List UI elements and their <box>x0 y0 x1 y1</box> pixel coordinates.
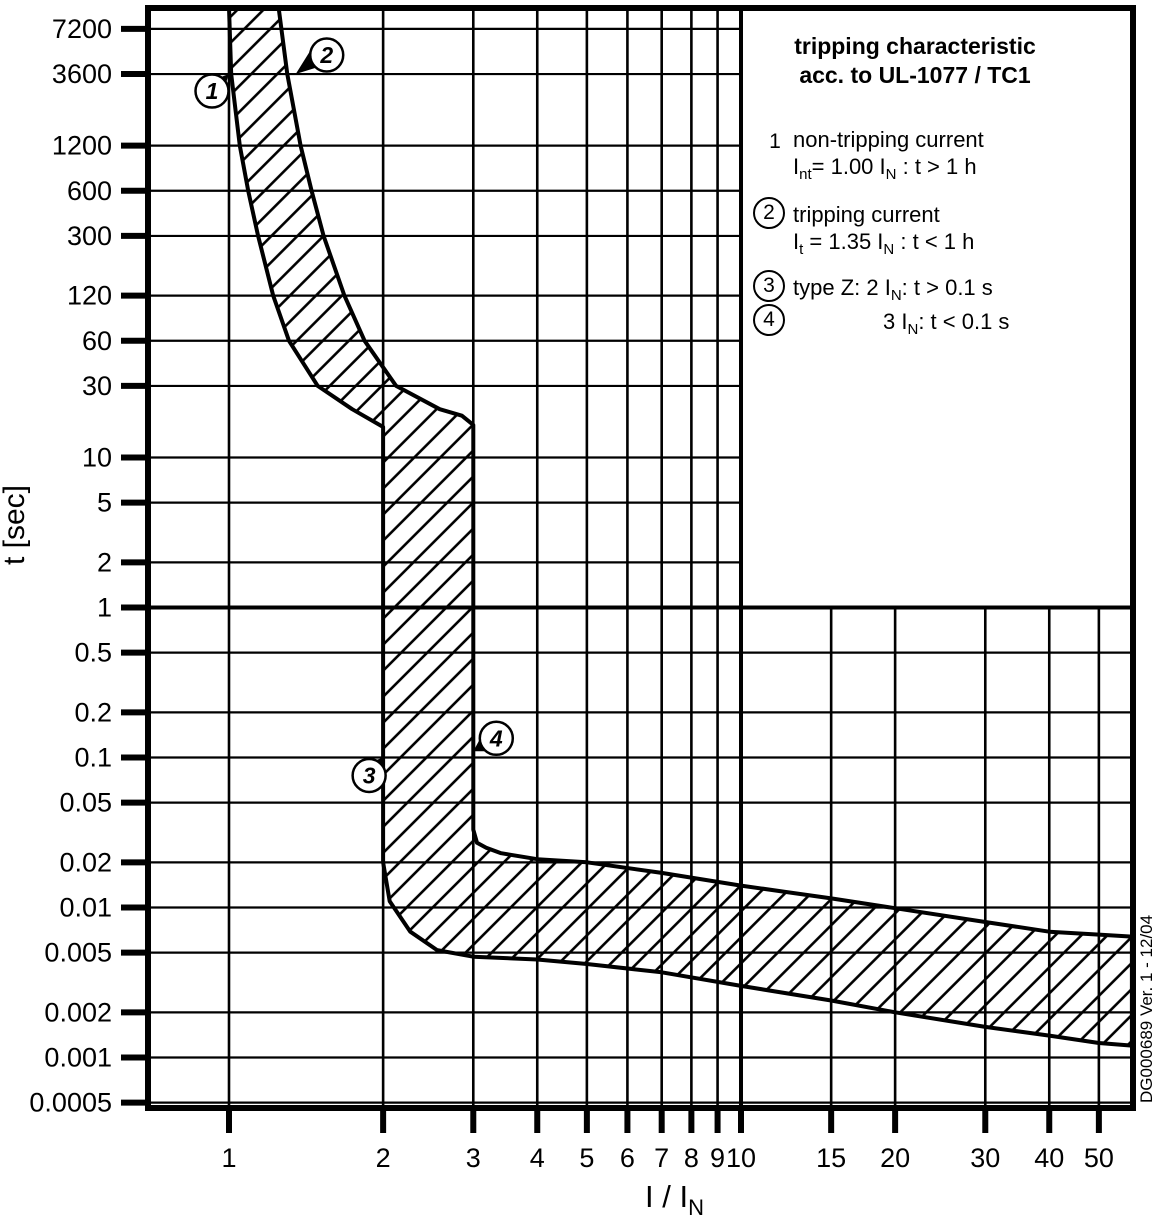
legend-marker-1: 1 <box>769 130 781 153</box>
document-number: DG000689 Ver. 1 - 12/04 <box>1137 915 1153 1103</box>
y-tick-label-600: 600 <box>67 176 112 206</box>
marker-label-3: 3 <box>363 763 376 789</box>
y-tick-label-1: 1 <box>97 593 112 623</box>
legend-text-row: type Z: 2 IN: t > 0.1 s <box>793 275 993 304</box>
x-tick-label-20: 20 <box>880 1143 910 1173</box>
axis-tick-labels: 7200360012006003001206030105210.50.20.10… <box>29 14 1113 1173</box>
y-tick-label-1200: 1200 <box>52 131 112 161</box>
legend-text-row: tripping current <box>793 202 940 227</box>
legend-panel: tripping characteristic acc. to UL-1077 … <box>745 8 1133 608</box>
y-tick-label-300: 300 <box>67 221 112 251</box>
subscript: N <box>885 166 897 183</box>
subscript: nt <box>799 166 812 183</box>
legend-item-text-1: non-tripping current Int= 1.00 IN : t > 1… <box>793 126 984 188</box>
y-tick-label-0.01: 0.01 <box>59 893 112 923</box>
legend-item-text-3: type Z: 2 IN: t > 0.1 s <box>793 274 993 309</box>
legend-marker-circle-2: 2 <box>753 197 785 229</box>
legend-title-line2: acc. to UL-1077 / TC1 <box>799 62 1031 88</box>
marker-circle-2 <box>308 37 345 73</box>
x-tick-label-8: 8 <box>684 1143 699 1173</box>
y-tick-label-30: 30 <box>82 371 112 401</box>
y-tick-label-0.02: 0.02 <box>59 847 112 877</box>
marker-circle-3 <box>351 757 387 794</box>
marker-label-2: 2 <box>319 42 333 68</box>
x-tick-label-15: 15 <box>816 1143 846 1173</box>
legend-marker-circle-3: 3 <box>753 270 785 302</box>
legend-text-row: non-tripping current <box>793 127 984 152</box>
y-tick-label-7200: 7200 <box>52 14 112 44</box>
legend-item-text-2: tripping current It = 1.35 IN : t < 1 h <box>793 201 974 263</box>
y-tick-label-3600: 3600 <box>52 59 112 89</box>
curve-marker-3: 3 <box>351 757 387 794</box>
axis-ticks <box>121 25 1102 1133</box>
marker-arrow-2 <box>295 50 325 75</box>
x-tick-label-2: 2 <box>376 1143 391 1173</box>
subscript: N <box>883 241 895 258</box>
plot-border <box>145 5 1136 1111</box>
y-tick-label-120: 120 <box>67 281 112 311</box>
legend-text-row: Int= 1.00 IN : t > 1 h <box>793 154 977 183</box>
marker-circle-1 <box>194 73 230 109</box>
y-tick-label-0.1: 0.1 <box>74 743 112 773</box>
x-tick-label-1: 1 <box>221 1143 236 1173</box>
y-tick-label-0.05: 0.05 <box>59 788 112 818</box>
legend-text-row: 3 IN: t < 0.1 s <box>883 309 1010 338</box>
curve-marker-4: 4 <box>473 720 515 757</box>
x-tick-label-40: 40 <box>1034 1143 1064 1173</box>
subscript: N <box>890 287 902 304</box>
x-tick-label-7: 7 <box>654 1143 669 1173</box>
x-axis-title: I / IN <box>645 1179 704 1220</box>
x-tick-label-50: 50 <box>1084 1143 1114 1173</box>
subscript: N <box>907 321 919 338</box>
y-tick-label-0.002: 0.002 <box>44 997 112 1027</box>
y-tick-label-0.5: 0.5 <box>74 638 112 668</box>
y-tick-label-5: 5 <box>97 488 112 518</box>
curve-marker-2: 2 <box>295 37 345 75</box>
y-tick-label-0.005: 0.005 <box>44 938 112 968</box>
x-tick-label-30: 30 <box>970 1143 1000 1173</box>
x-tick-label-10: 10 <box>726 1143 756 1173</box>
curve-marker-1: 1 <box>194 73 230 109</box>
y-axis-title: t [sec] <box>0 485 31 565</box>
marker-label-4: 4 <box>489 725 503 751</box>
x-tick-label-3: 3 <box>466 1143 481 1173</box>
legend-item-text-4: 3 IN: t < 0.1 s <box>883 308 1009 343</box>
marker-circle-4 <box>478 720 515 757</box>
x-tick-label-6: 6 <box>620 1143 635 1173</box>
legend-marker-circle-4: 4 <box>753 304 785 336</box>
y-tick-label-0.2: 0.2 <box>74 697 112 727</box>
legend-text-row: It = 1.35 IN : t < 1 h <box>793 229 975 258</box>
y-tick-label-2: 2 <box>97 547 112 577</box>
legend-title-line1: tripping characteristic <box>794 33 1036 59</box>
subscript: t <box>799 241 804 258</box>
legend-title: tripping characteristic acc. to UL-1077 … <box>745 32 1085 90</box>
y-tick-label-0.001: 0.001 <box>44 1043 112 1073</box>
marker-label-1: 1 <box>206 78 219 104</box>
y-tick-label-0.0005: 0.0005 <box>29 1088 112 1118</box>
y-tick-label-10: 10 <box>82 443 112 473</box>
x-tick-label-4: 4 <box>530 1143 545 1173</box>
x-tick-label-5: 5 <box>579 1143 594 1173</box>
y-tick-label-60: 60 <box>82 326 112 356</box>
x-tick-label-9: 9 <box>710 1143 725 1173</box>
